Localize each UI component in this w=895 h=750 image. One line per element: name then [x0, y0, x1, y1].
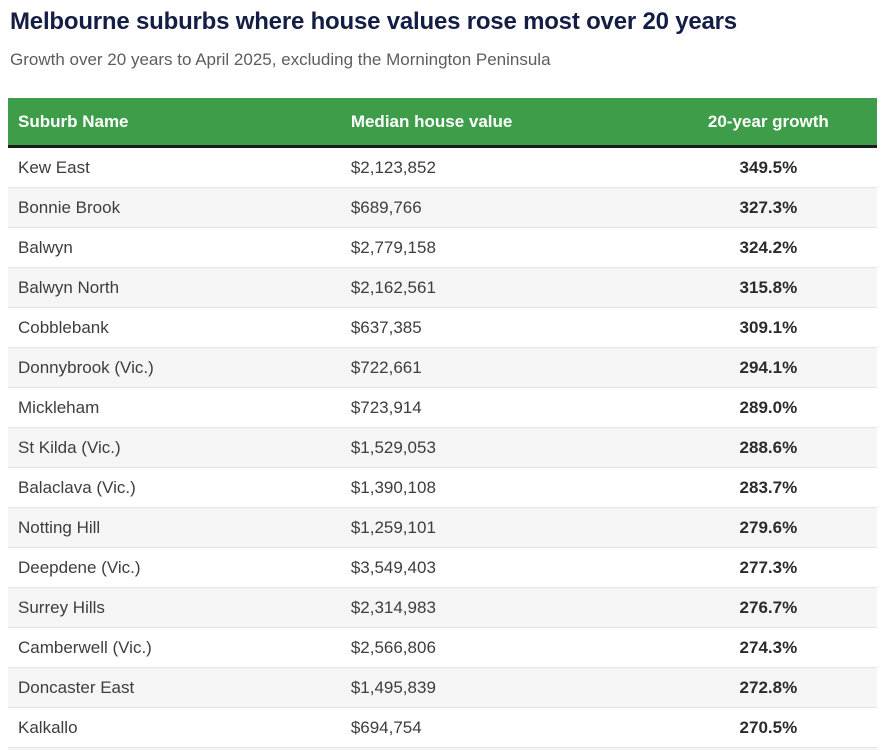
table-row: Balwyn North $2,162,561 315.8% [8, 267, 877, 308]
cell-median: $1,390,108 [340, 467, 660, 508]
cell-growth: 327.3% [659, 187, 877, 228]
cell-suburb: Kalkallo [8, 707, 341, 747]
cell-median: $694,754 [340, 707, 660, 747]
table-row: St Kilda (Vic.) $1,529,053 288.6% [8, 427, 877, 468]
cell-growth: 349.5% [739, 158, 798, 177]
cell-suburb: Cobblebank [8, 307, 341, 348]
cell-growth: 294.1% [659, 347, 877, 388]
cell-suburb: Camberwell (Vic.) [8, 627, 341, 668]
table-row: Donnybrook (Vic.) $722,661 294.1% [8, 347, 877, 388]
cell-suburb: Notting Hill [8, 507, 341, 548]
cell-suburb: Balwyn [8, 227, 341, 268]
cell-suburb: Mickleham [8, 387, 341, 428]
cell-median: $2,779,158 [340, 227, 660, 268]
cell-median: $637,385 [340, 307, 660, 348]
cell-suburb: Balwyn North [8, 267, 341, 308]
cell-median: $1,259,101 [340, 507, 660, 548]
cell-median: $2,566,806 [340, 627, 660, 668]
next-row-sliver [8, 747, 877, 750]
cell-median: $3,549,403 [340, 547, 660, 588]
table-row: Balaclava (Vic.) $1,390,108 283.7% [8, 467, 877, 508]
cell-median: $1,495,839 [340, 667, 660, 708]
table-row: Kew East $2,123,852 349.5% [8, 146, 877, 188]
cell-median: $723,914 [340, 387, 660, 428]
table-header-row: Suburb Name Median house value 20-year g… [8, 98, 877, 148]
cell-suburb: Kew East [18, 158, 90, 177]
page-subtitle: Growth over 20 years to April 2025, excl… [10, 50, 551, 69]
cell-suburb: Bonnie Brook [8, 187, 341, 228]
table-row: Notting Hill $1,259,101 279.6% [8, 507, 877, 548]
table-row: Deepdene (Vic.) $3,549,403 277.3% [8, 547, 877, 588]
table-row: Surrey Hills $2,314,983 276.7% [8, 587, 877, 628]
cell-median: $1,529,053 [340, 427, 660, 468]
cell-suburb: Surrey Hills [8, 587, 341, 628]
cell-growth: 270.5% [659, 707, 877, 747]
cell-growth: 288.6% [659, 427, 877, 468]
table-row: Doncaster East $1,495,839 272.8% [8, 667, 877, 708]
page-title: Melbourne suburbs where house values ros… [10, 8, 737, 35]
cell-median: $2,314,983 [340, 587, 660, 628]
cell-growth: 309.1% [659, 307, 877, 348]
cell-suburb: St Kilda (Vic.) [8, 427, 341, 468]
cell-growth: 315.8% [659, 267, 877, 308]
cell-median: $2,162,561 [340, 267, 660, 308]
table-row: Camberwell (Vic.) $2,566,806 274.3% [8, 627, 877, 668]
cell-growth: 274.3% [659, 627, 877, 668]
cell-growth: 279.6% [659, 507, 877, 548]
table-row: Bonnie Brook $689,766 327.3% [8, 187, 877, 228]
column-header-suburb: Suburb Name [8, 98, 341, 148]
table-row: Kalkallo $694,754 270.5% [8, 707, 877, 747]
table-row: Balwyn $2,779,158 324.2% [8, 227, 877, 268]
table-row: Cobblebank $637,385 309.1% [8, 307, 877, 348]
cell-median: $689,766 [340, 187, 660, 228]
cell-suburb: Deepdene (Vic.) [8, 547, 341, 588]
data-table: Suburb Name Median house value 20-year g… [8, 98, 877, 747]
cell-growth: 277.3% [659, 547, 877, 588]
column-header-growth: 20-year growth [659, 98, 877, 148]
cell-growth: 324.2% [659, 227, 877, 268]
cell-growth: 283.7% [659, 467, 877, 508]
cell-suburb: Doncaster East [8, 667, 341, 708]
cell-growth: 289.0% [659, 387, 877, 428]
table-body: Kew East $2,123,852 349.5% Bonnie Brook … [8, 146, 877, 747]
cell-growth: 276.7% [659, 587, 877, 628]
cell-growth: 272.8% [659, 667, 877, 708]
cell-median: $722,661 [340, 347, 660, 388]
cell-suburb: Balaclava (Vic.) [8, 467, 341, 508]
cell-suburb: Donnybrook (Vic.) [8, 347, 341, 388]
cell-median: $2,123,852 [350, 158, 436, 177]
table-row: Mickleham $723,914 289.0% [8, 387, 877, 428]
column-header-median: Median house value [340, 98, 660, 148]
